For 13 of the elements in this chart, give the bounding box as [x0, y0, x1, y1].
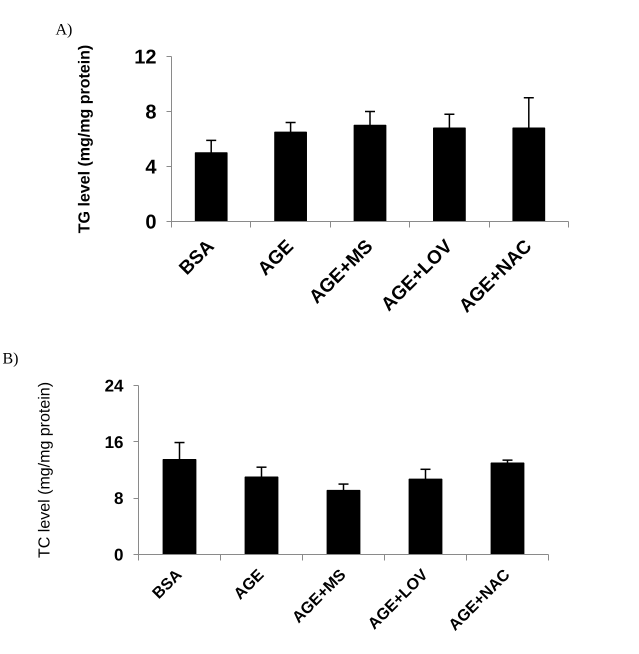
bar [490, 462, 524, 554]
y-axis-title: TC level (mg/mg protein) [36, 382, 54, 558]
y-tick-label: 0 [114, 546, 124, 564]
y-tick-label: 16 [104, 432, 124, 452]
y-tick-label: 12 [134, 46, 157, 68]
y-tick-label: 8 [145, 102, 156, 124]
y-axis-title: TG level (mg/mg protein) [76, 44, 94, 234]
chart-title: A) [56, 22, 72, 38]
y-tick-label: 8 [114, 489, 124, 508]
y-tick-label: 24 [104, 376, 124, 396]
y-tick-label: 4 [145, 156, 158, 178]
y-tick-label: 0 [145, 212, 156, 234]
text: B) [2, 350, 18, 368]
